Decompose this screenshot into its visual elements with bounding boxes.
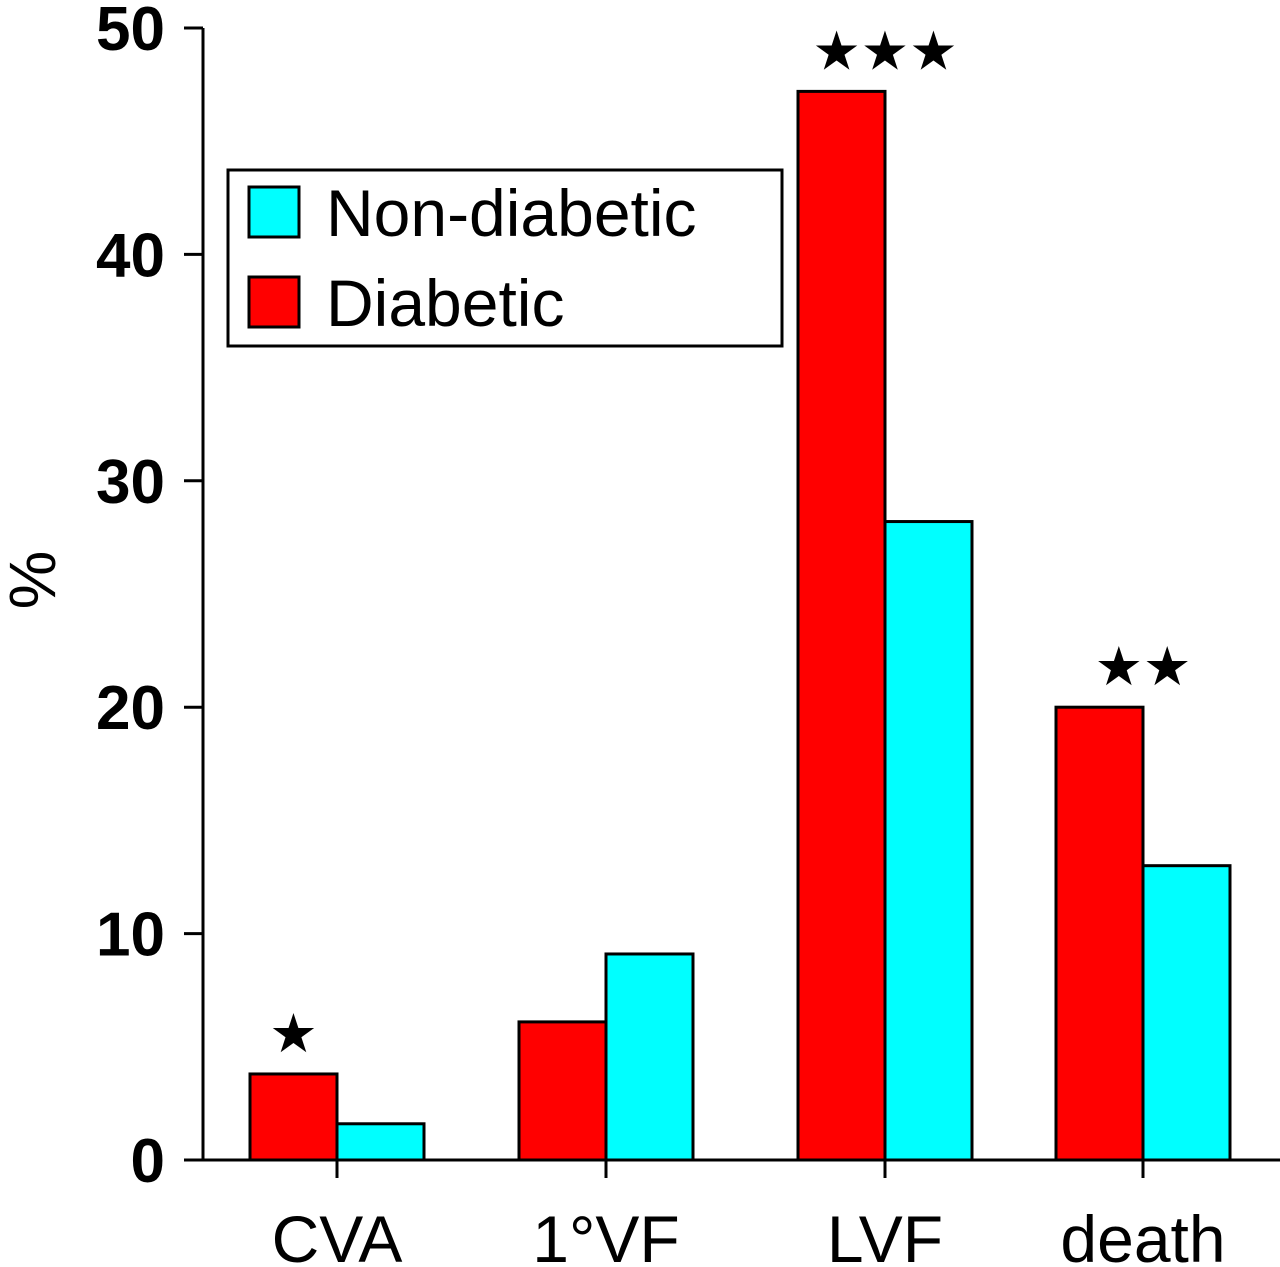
y-tick-label: 10 [96,901,165,970]
x-ticks-group: CVA 1°VF LVF death [272,1160,1226,1267]
axes-group [190,28,1280,1162]
legend-box [226,168,784,348]
y-tick-label: 50 [96,0,165,64]
y-tick-label: 20 [96,674,165,743]
bar-diabetic-2 [517,1020,608,1162]
significance-stars: ★ [269,1002,317,1065]
y-axis-label: % [0,551,69,610]
x-category-label: death [1060,1202,1225,1267]
legend: Non-diabetic Diabetic [226,168,784,348]
x-category-label: LVF [827,1202,943,1267]
legend-swatch-diabetic [247,275,301,329]
significance-stars: ★★ [1095,635,1192,698]
bar-non-diabetic-1 [335,1122,426,1162]
annotations-group: ★★★★★★ [269,19,1191,1065]
y-ticks-group: 0 10 20 30 40 50 [96,0,203,1196]
bar-non-diabetic-4 [1141,864,1232,1162]
legend-swatch-non-diabetic [247,185,301,239]
legend-label-non-diabetic: Non-diabetic [326,176,697,250]
y-tick-label: 30 [96,448,165,517]
bar-diabetic-3 [796,89,887,1162]
x-category-label: CVA [272,1202,403,1267]
bars-group [248,89,1232,1162]
bar-non-diabetic-2 [604,952,695,1162]
y-tick-label: 40 [96,221,165,290]
legend-label-diabetic: Diabetic [326,266,564,340]
x-category-label: 1°VF [532,1202,679,1267]
bar-diabetic-4 [1054,705,1145,1162]
bar-non-diabetic-3 [883,520,974,1162]
bar-diabetic-1 [248,1072,339,1162]
significance-stars: ★★★ [812,19,957,82]
y-tick-label: 0 [131,1127,165,1196]
